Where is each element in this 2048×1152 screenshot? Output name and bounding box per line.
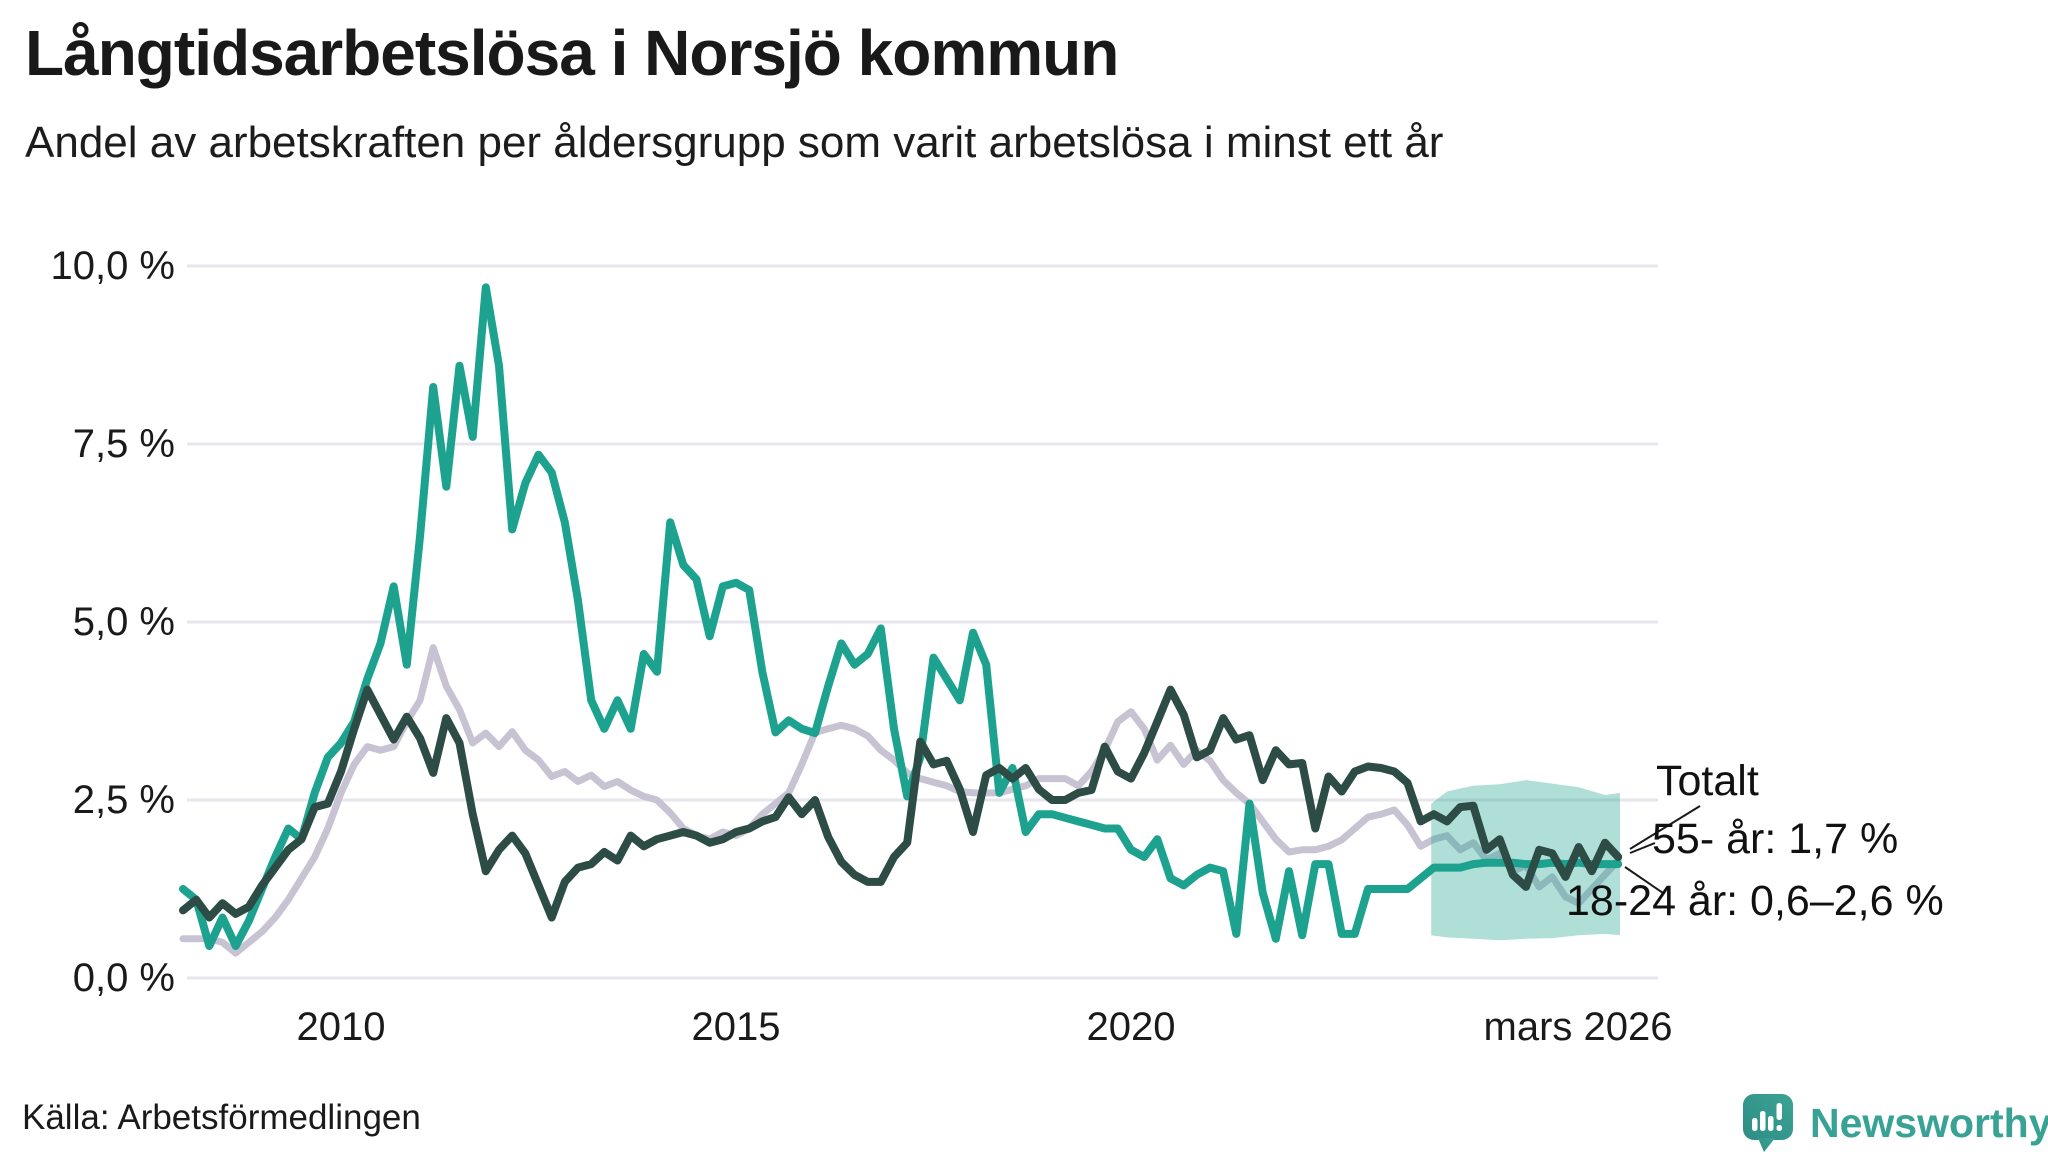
series-line-18-24-r	[179, 283, 1623, 950]
chart-title: Långtidsarbetslösa i Norsjö kommun	[25, 17, 1119, 89]
newsworthy-badge-icon	[1743, 1094, 1793, 1152]
annotation-totalt: Totalt	[1656, 757, 1759, 805]
plot-series	[179, 283, 1623, 957]
x-axis-tick-label: 2010	[296, 1005, 386, 1049]
chart-subtitle: Andel av arbetskraften per åldersgrupp s…	[25, 118, 1444, 167]
y-axis-tick-label: 5,0 %	[72, 600, 175, 644]
y-axis-tick-label: 10,0 %	[50, 244, 175, 288]
annotation-55-plus: 55- år: 1,7 %	[1652, 815, 1899, 863]
x-axis-tick-label: 2020	[1086, 1005, 1176, 1049]
x-axis-tick-label: 2015	[691, 1005, 781, 1049]
y-axis-tick-label: 7,5 %	[72, 422, 175, 466]
newsworthy-wordmark: Newsworthy	[1810, 1099, 2048, 1146]
newsworthy-logo[interactable]: Newsworthy	[1742, 1093, 2048, 1152]
leader-line	[1629, 805, 1701, 850]
annotation-leader-lines	[1624, 805, 1701, 894]
leader-line	[1629, 842, 1656, 854]
annotation-18-24: 18-24 år: 0,6–2,6 %	[1566, 877, 1944, 925]
source-credit: Källa: Arbetsförmedlingen	[22, 1098, 421, 1137]
y-axis-tick-label: 0,0 %	[72, 956, 175, 1000]
y-axis-tick-label: 2,5 %	[72, 778, 175, 822]
x-axis-tick-label: mars 2026	[1483, 1005, 1673, 1049]
leader-line	[1624, 866, 1664, 894]
series-line-55-r	[179, 685, 1623, 922]
